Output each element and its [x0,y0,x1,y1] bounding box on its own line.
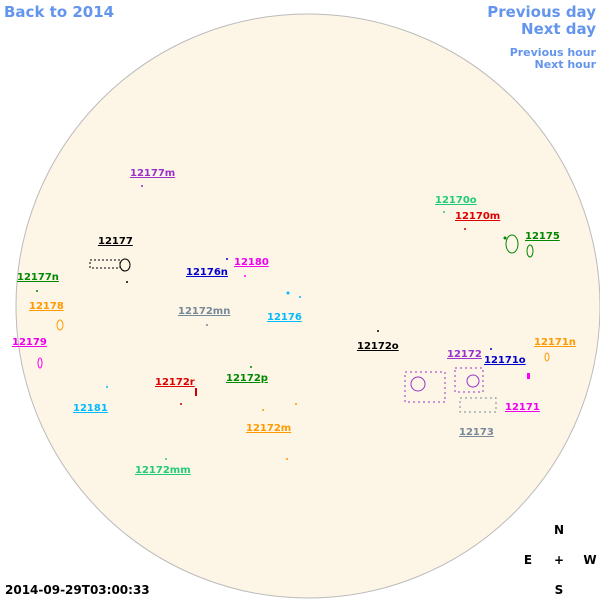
region-label[interactable]: 12177n [17,272,59,283]
spot [454,367,484,393]
spot [206,324,208,326]
spot [226,258,228,260]
region-label[interactable]: 12179 [12,337,47,348]
region-label[interactable]: 12172 [447,349,482,360]
spot [527,373,530,379]
region-label[interactable]: 12176 [267,312,302,323]
spot [299,296,301,298]
previous-hour-link[interactable]: Previous hour [510,46,597,59]
previous-day-link[interactable]: Previous day [487,3,596,21]
compass-center: + [554,553,564,567]
spot [165,458,167,460]
spot [106,386,108,388]
compass-east: E [524,553,532,567]
region-label[interactable]: 12173 [459,427,494,438]
solar-disk [15,13,600,599]
spot [180,403,182,405]
spot [244,275,246,277]
spot [544,352,550,362]
spot [410,376,426,392]
region-label[interactable]: 12181 [73,403,108,414]
spot [464,228,466,230]
spot [377,330,379,332]
sunspots [36,185,550,460]
back-link[interactable]: Back to 2014 [4,3,114,21]
spot [295,403,297,405]
region-label[interactable]: 12176n [186,267,228,278]
spot [505,234,519,254]
region-labels: 12177m 12170o 12170m 12175 12177 12180 1… [12,168,576,476]
spot [404,371,446,403]
spot [119,258,131,272]
spot [195,388,197,396]
region-label[interactable]: 12178 [29,301,64,312]
compass-west: W [583,553,596,567]
region-label[interactable]: 12172m [246,423,291,434]
region-label[interactable]: 12171o [484,355,526,366]
spot [503,236,507,240]
region-label[interactable]: 12172r [155,377,195,388]
spot [36,290,38,292]
region-label[interactable]: 12170o [435,195,477,206]
spot [286,458,288,460]
compass-south: S [555,583,564,597]
region-label[interactable]: 12177 [98,236,133,247]
region-label[interactable]: 12180 [234,257,269,268]
spot [250,366,252,368]
region-label[interactable]: 12170m [455,211,500,222]
spot [37,357,43,369]
region-label[interactable]: 12172mn [178,306,230,317]
spot [490,348,492,350]
spot [141,185,143,187]
next-hour-link[interactable]: Next hour [535,58,597,71]
region-label[interactable]: 12172p [226,373,268,384]
timestamp: 2014-09-29T03:00:33 [5,583,150,597]
region-label[interactable]: 12171n [534,337,576,348]
spot [56,319,64,331]
spot [466,374,480,388]
region-label[interactable]: 12171 [505,402,540,413]
next-day-link[interactable]: Next day [521,20,596,38]
spot [286,291,290,295]
spot [126,281,128,283]
region-label[interactable]: 12175 [525,231,560,242]
spot [89,259,121,269]
spot [526,244,534,258]
compass-north: N [554,523,564,537]
region-label[interactable]: 12172mm [135,465,191,476]
spot [443,211,445,213]
region-label[interactable]: 12177m [130,168,175,179]
compass: N E + W S [524,523,597,597]
region-label[interactable]: 12172o [357,341,399,352]
spot [262,409,264,411]
